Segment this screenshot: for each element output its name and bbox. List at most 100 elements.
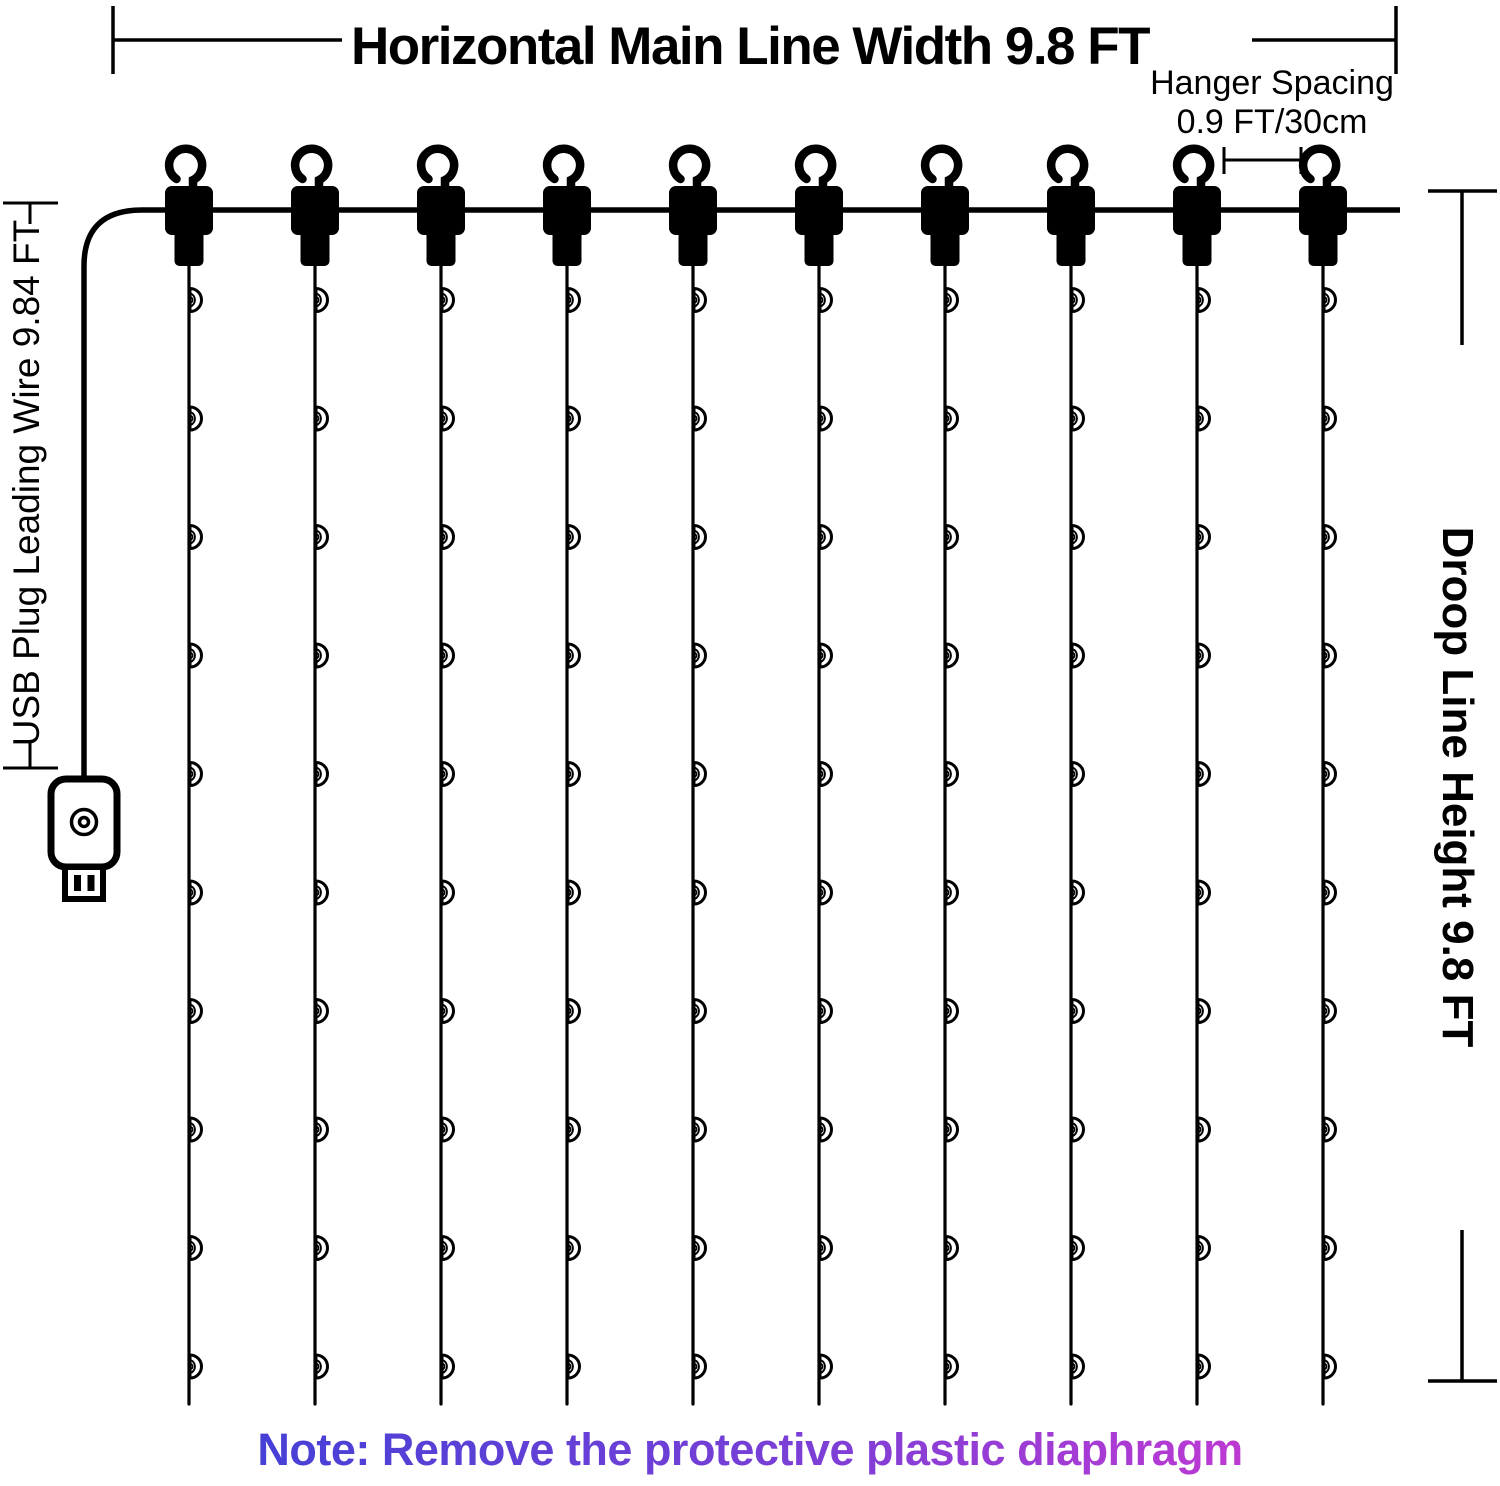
led-bulb-inner-arc: [694, 529, 700, 545]
usb-plug-dot: [77, 815, 91, 829]
led-bulb-core-arc: [316, 414, 320, 423]
led-bulb-icon: [440, 1353, 455, 1380]
led-bulb-core-arc: [820, 1007, 824, 1015]
led-bulb-inner-arc: [820, 529, 826, 545]
led-bulb-inner-arc: [820, 766, 826, 782]
led-bulb-inner-arc: [1198, 411, 1204, 426]
led-bulb-icon: [566, 760, 581, 788]
led-bulb-core-arc: [1324, 770, 1328, 778]
led-bulb-icon: [314, 642, 329, 669]
led-bulb-inner-arc: [946, 648, 952, 663]
hanger-hook: [164, 144, 213, 266]
led-bulb-inner-arc: [316, 766, 322, 782]
led-bulb-core-arc: [1072, 533, 1076, 541]
led-bulb-icon: [944, 405, 959, 432]
hanger-hook: [794, 144, 843, 266]
led-bulb-icon: [1196, 997, 1211, 1025]
led-bulb-core-arc: [190, 1244, 194, 1252]
led-bulb-icon: [692, 1234, 707, 1262]
led-bulb-inner-arc: [190, 529, 196, 545]
led-bulb-core-arc: [442, 1362, 446, 1371]
led-bulb-inner-arc: [568, 411, 574, 426]
led-bulb-icon: [314, 286, 329, 314]
led-bulb-core-arc: [190, 533, 194, 541]
led-bulb-icon: [692, 1353, 707, 1380]
led-bulb-core-arc: [568, 1244, 572, 1252]
hook-curve-icon: [416, 144, 459, 196]
led-bulb-inner-arc: [1324, 529, 1330, 545]
led-bulb-icon: [566, 997, 581, 1025]
led-bulb-inner-arc: [316, 1122, 322, 1137]
hook-clamp-tab: [804, 230, 834, 266]
led-bulb-icon: [314, 879, 329, 906]
led-bulb-icon: [440, 760, 455, 788]
hook-clamp: [1173, 186, 1221, 235]
led-bulb-icon: [818, 523, 833, 551]
led-bulb-core-arc: [946, 296, 950, 304]
led-bulb-core-arc: [946, 1244, 950, 1252]
led-bulb-icon: [440, 642, 455, 669]
led-bulb-core-arc: [1324, 533, 1328, 541]
led-bulb-inner-arc: [568, 766, 574, 782]
led-bulb-icon: [1070, 405, 1085, 432]
led-bulb-inner-arc: [946, 1240, 952, 1256]
led-bulb-icon: [692, 523, 707, 551]
led-bulb-core-arc: [820, 1244, 824, 1252]
hook-clamp-tab: [1182, 230, 1212, 266]
led-bulb-inner-arc: [316, 529, 322, 545]
led-bulb-inner-arc: [568, 292, 574, 308]
usb-connector-pin: [87, 875, 95, 891]
led-bulb-inner-arc: [190, 1003, 196, 1019]
led-bulb-core-arc: [316, 1007, 320, 1015]
led-bulb-icon: [1070, 760, 1085, 788]
led-bulb-inner-arc: [946, 529, 952, 545]
led-bulb-inner-arc: [946, 1359, 952, 1374]
hook-clamp-tab: [300, 230, 330, 266]
led-bulb-core-arc: [316, 1244, 320, 1252]
led-bulb-inner-arc: [1324, 411, 1330, 426]
drop-line: [1321, 260, 1337, 1406]
led-bulb-core-arc: [946, 651, 950, 660]
led-bulb-icon: [692, 286, 707, 314]
led-bulb-inner-arc: [1072, 1240, 1078, 1256]
led-bulb-icon: [566, 286, 581, 314]
drop-line: [1069, 260, 1085, 1406]
led-bulb-inner-arc: [442, 529, 448, 545]
led-bulb-icon: [1322, 760, 1337, 788]
led-bulb-inner-arc: [694, 766, 700, 782]
led-bulb-core-arc: [820, 651, 824, 660]
led-bulb-inner-arc: [1324, 766, 1330, 782]
led-bulb-core-arc: [1198, 414, 1202, 423]
led-bulb-icon: [566, 523, 581, 551]
hanger-spacing-label: Hanger Spacing 0.9 FT/30cm: [1150, 64, 1394, 142]
led-bulb-icon: [188, 760, 203, 788]
led-bulb-icon: [1196, 523, 1211, 551]
led-bulb-inner-arc: [1198, 885, 1204, 900]
led-bulb-core-arc: [1198, 1362, 1202, 1371]
led-bulb-inner-arc: [190, 766, 196, 782]
led-bulb-core-arc: [190, 770, 194, 778]
led-bulb-inner-arc: [1072, 885, 1078, 900]
led-bulb-inner-arc: [316, 292, 322, 308]
led-bulb-inner-arc: [1324, 292, 1330, 308]
led-bulb-icon: [692, 1116, 707, 1143]
led-bulb-core-arc: [1198, 1007, 1202, 1015]
drop-line: [439, 260, 455, 1406]
hanger-spacing-dimension: [1222, 147, 1303, 174]
led-bulb-icon: [566, 1116, 581, 1143]
led-bulb-icon: [1322, 642, 1337, 669]
hook-clamp-tab: [678, 230, 708, 266]
hook-clamp-tab: [1308, 230, 1338, 266]
led-bulb-icon: [692, 405, 707, 432]
led-bulb-inner-arc: [820, 1122, 826, 1137]
led-bulb-core-arc: [1198, 651, 1202, 660]
led-bulb-core-arc: [820, 1125, 824, 1134]
hook-clamp: [921, 186, 969, 235]
led-bulb-core-arc: [820, 1362, 824, 1371]
led-bulb-icon: [314, 1234, 329, 1262]
led-bulb-inner-arc: [820, 1003, 826, 1019]
led-bulb-icon: [1070, 286, 1085, 314]
hanger-hook: [1298, 144, 1347, 266]
led-bulb-icon: [692, 642, 707, 669]
led-bulb-core-arc: [568, 651, 572, 660]
